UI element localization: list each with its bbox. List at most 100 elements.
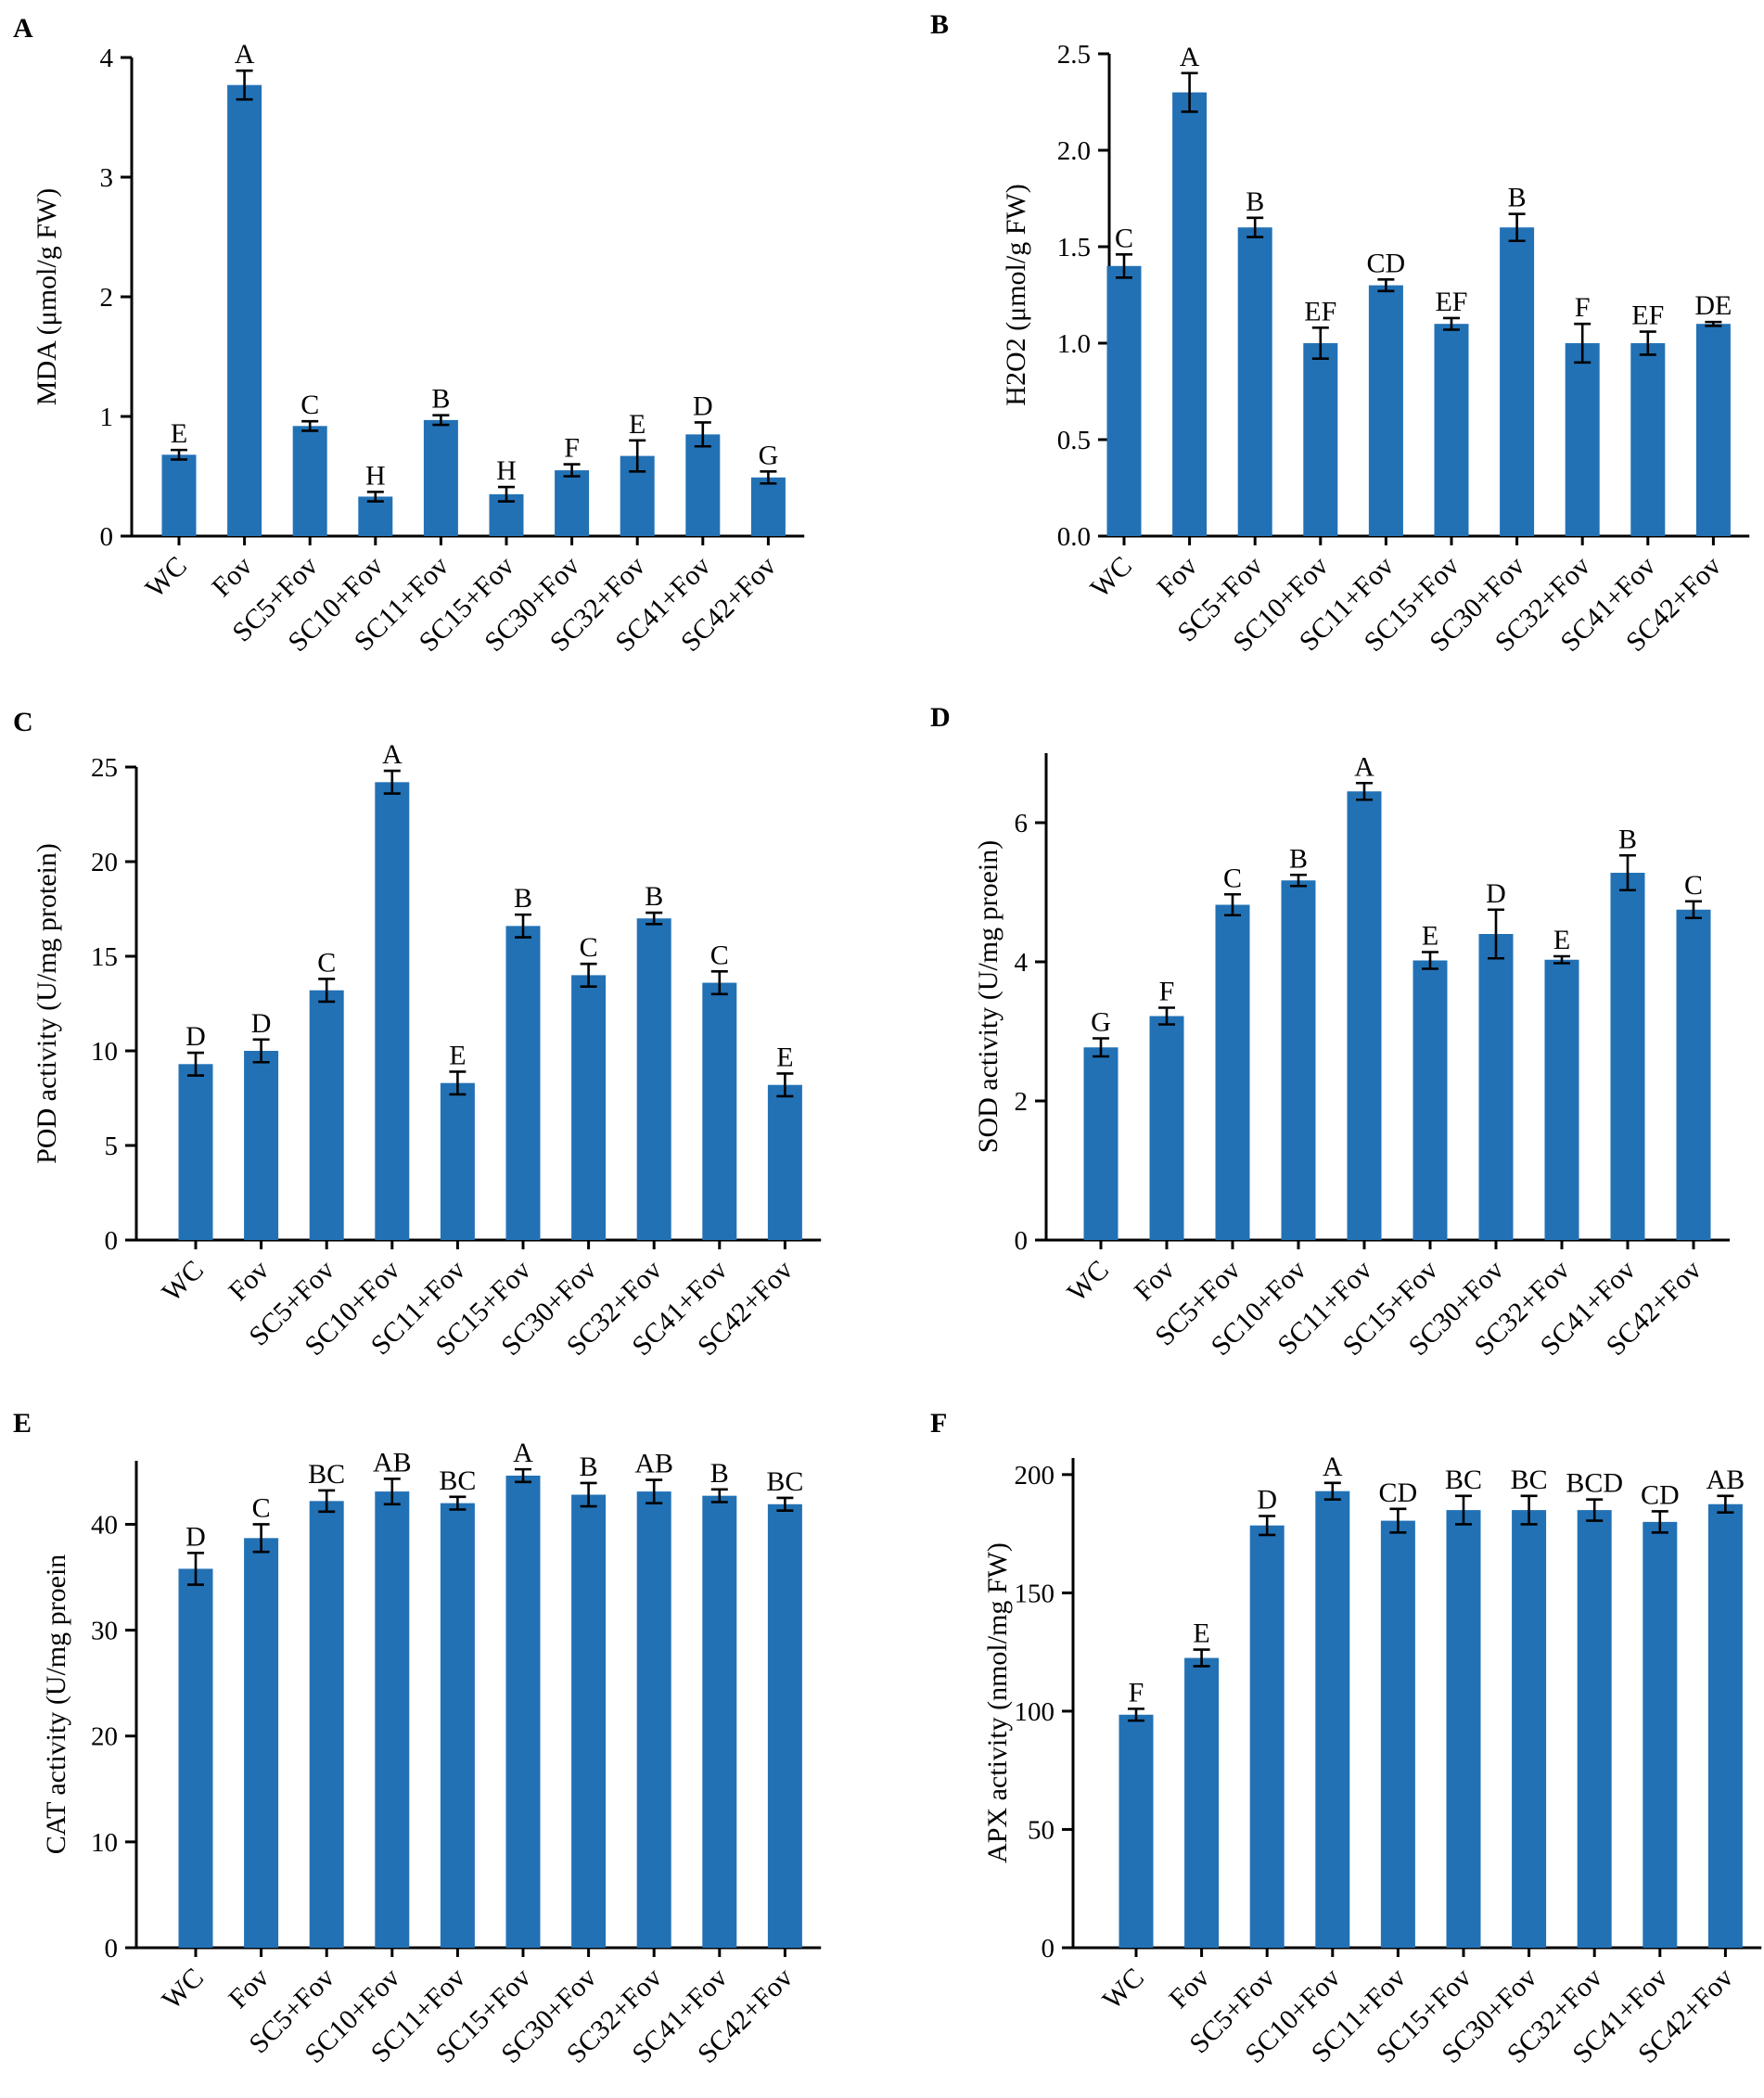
y-tick-label: 1 — [100, 403, 114, 432]
error-bar — [171, 448, 187, 461]
significance-letter: A — [1323, 1452, 1343, 1482]
bar-WC — [1083, 1047, 1118, 1240]
significance-letter: C — [252, 1492, 271, 1523]
significance-letter: G — [1091, 1007, 1111, 1038]
category-label: WC — [156, 1963, 210, 2016]
panel-letter: A — [13, 13, 33, 44]
bar-WC — [1106, 265, 1142, 536]
y-tick-label: 2.5 — [1057, 40, 1091, 70]
significance-letter: A — [382, 739, 403, 770]
error-bar — [1705, 320, 1722, 327]
bar-SC10+Fov — [375, 1491, 410, 1948]
significance-letter: CD — [1641, 1479, 1680, 1510]
error-bar — [646, 911, 663, 926]
error-bar — [1128, 1708, 1144, 1722]
panel-C: C 0 5 10 15 20 25 POD activity (U/mg protein) D W… — [13, 707, 822, 1362]
error-bar — [1259, 1515, 1276, 1537]
panel-E: E 0 10 20 30 40 CAT activity (U/mg proein D WC C F… — [13, 1408, 822, 2069]
significance-letter: BC — [1445, 1465, 1482, 1495]
bar-SC41+Fov — [1610, 873, 1645, 1240]
bar-SC42+Fov — [1707, 1503, 1743, 1948]
bar-SC5+Fov — [309, 990, 344, 1240]
significance-letter: E — [449, 1040, 466, 1070]
bar-SC11+Fov — [1380, 1520, 1415, 1948]
y-axis-title: APX activity (nmol/mg FW) — [982, 1542, 1013, 1863]
significance-letter: C — [300, 390, 319, 420]
panel-letter: F — [930, 1408, 947, 1439]
error-bar — [1639, 330, 1656, 356]
significance-letter: BC — [1511, 1465, 1548, 1495]
bar-SC11+Fov — [440, 1503, 475, 1948]
y-tick-label: 25 — [91, 753, 118, 783]
y-tick-label: 0 — [1015, 1226, 1029, 1256]
bar-SC11+Fov — [423, 419, 458, 536]
error-bar — [1290, 873, 1307, 888]
bar-SC11+Fov — [440, 1082, 475, 1240]
significance-letter: E — [629, 409, 646, 440]
significance-letter: B — [710, 1458, 729, 1489]
error-bar — [515, 913, 531, 939]
bar-WC — [178, 1064, 213, 1240]
bar-SC15+Fov — [505, 1475, 541, 1948]
significance-letter: D — [1257, 1484, 1277, 1515]
y-tick-label: 4 — [100, 44, 114, 73]
error-bar — [563, 463, 581, 478]
bar-WC — [161, 454, 197, 536]
significance-letter: E — [171, 418, 187, 449]
error-bar — [449, 1070, 467, 1096]
y-tick-label: 15 — [91, 942, 118, 972]
significance-letter: EF — [1631, 301, 1664, 331]
bar-SC30+Fov — [571, 1494, 607, 1948]
y-axis-title: SOD activity (U/mg proein) — [973, 840, 1003, 1153]
y-tick-label: 20 — [91, 1722, 118, 1752]
significance-letter: B — [1289, 843, 1308, 874]
significance-letter: F — [1575, 292, 1591, 323]
significance-letter: H — [496, 455, 517, 486]
error-bar — [252, 1038, 270, 1064]
error-bar — [1455, 1494, 1472, 1526]
significance-letter: F — [564, 433, 580, 464]
error-bar — [760, 470, 777, 485]
significance-letter: EF — [1304, 296, 1336, 326]
error-bar — [187, 1051, 204, 1077]
category-label: Fov — [1129, 1255, 1181, 1307]
bar-SC15+Fov — [505, 926, 541, 1240]
error-bar — [1553, 954, 1570, 965]
error-bar — [629, 439, 646, 473]
bar-SC5+Fov — [1249, 1525, 1285, 1948]
panel-B: B 0.0 0.5 1.0 1.5 2.0 2.5 H2O2 (μmol/g FW) C WC A F… — [930, 9, 1750, 658]
y-axis-title: POD activity (U/mg protein) — [32, 843, 62, 1164]
significance-letter: F — [1129, 1677, 1144, 1708]
bar-SC5+Fov — [309, 1501, 344, 1948]
y-axis-title: H2O2 (μmol/g FW) — [1001, 184, 1031, 405]
significance-letter: D — [185, 1521, 206, 1552]
y-tick-label: 0 — [100, 522, 114, 552]
error-bar — [1377, 278, 1395, 293]
bar-SC42+Fov — [767, 1503, 802, 1948]
bar-SC11+Fov — [1368, 285, 1403, 536]
y-tick-label: 10 — [91, 1828, 118, 1858]
error-bar — [1422, 951, 1438, 970]
category-label: Fov — [206, 551, 258, 603]
error-bar — [1193, 1648, 1210, 1668]
error-bar — [432, 414, 450, 427]
error-bar — [1651, 1510, 1668, 1534]
error-bar — [236, 69, 253, 101]
significance-letter: A — [1180, 42, 1200, 72]
category-label: Fov — [223, 1255, 275, 1307]
panel-letter: C — [13, 707, 33, 737]
significance-letter: C — [580, 932, 598, 963]
y-tick-label: 1.0 — [1057, 329, 1091, 359]
significance-letter: A — [513, 1438, 533, 1468]
y-tick-label: 2.0 — [1057, 136, 1091, 166]
bar-SC5+Fov — [1215, 904, 1250, 1240]
bar-SC15+Fov — [1412, 960, 1448, 1240]
y-tick-label: 150 — [1015, 1579, 1055, 1608]
bar-SC5+Fov — [1237, 227, 1272, 536]
bar-SC10+Fov — [375, 782, 410, 1240]
y-tick-label: 0 — [105, 1934, 119, 1964]
bar-SC41+Fov — [685, 434, 721, 536]
significance-letter: BC — [308, 1459, 345, 1490]
